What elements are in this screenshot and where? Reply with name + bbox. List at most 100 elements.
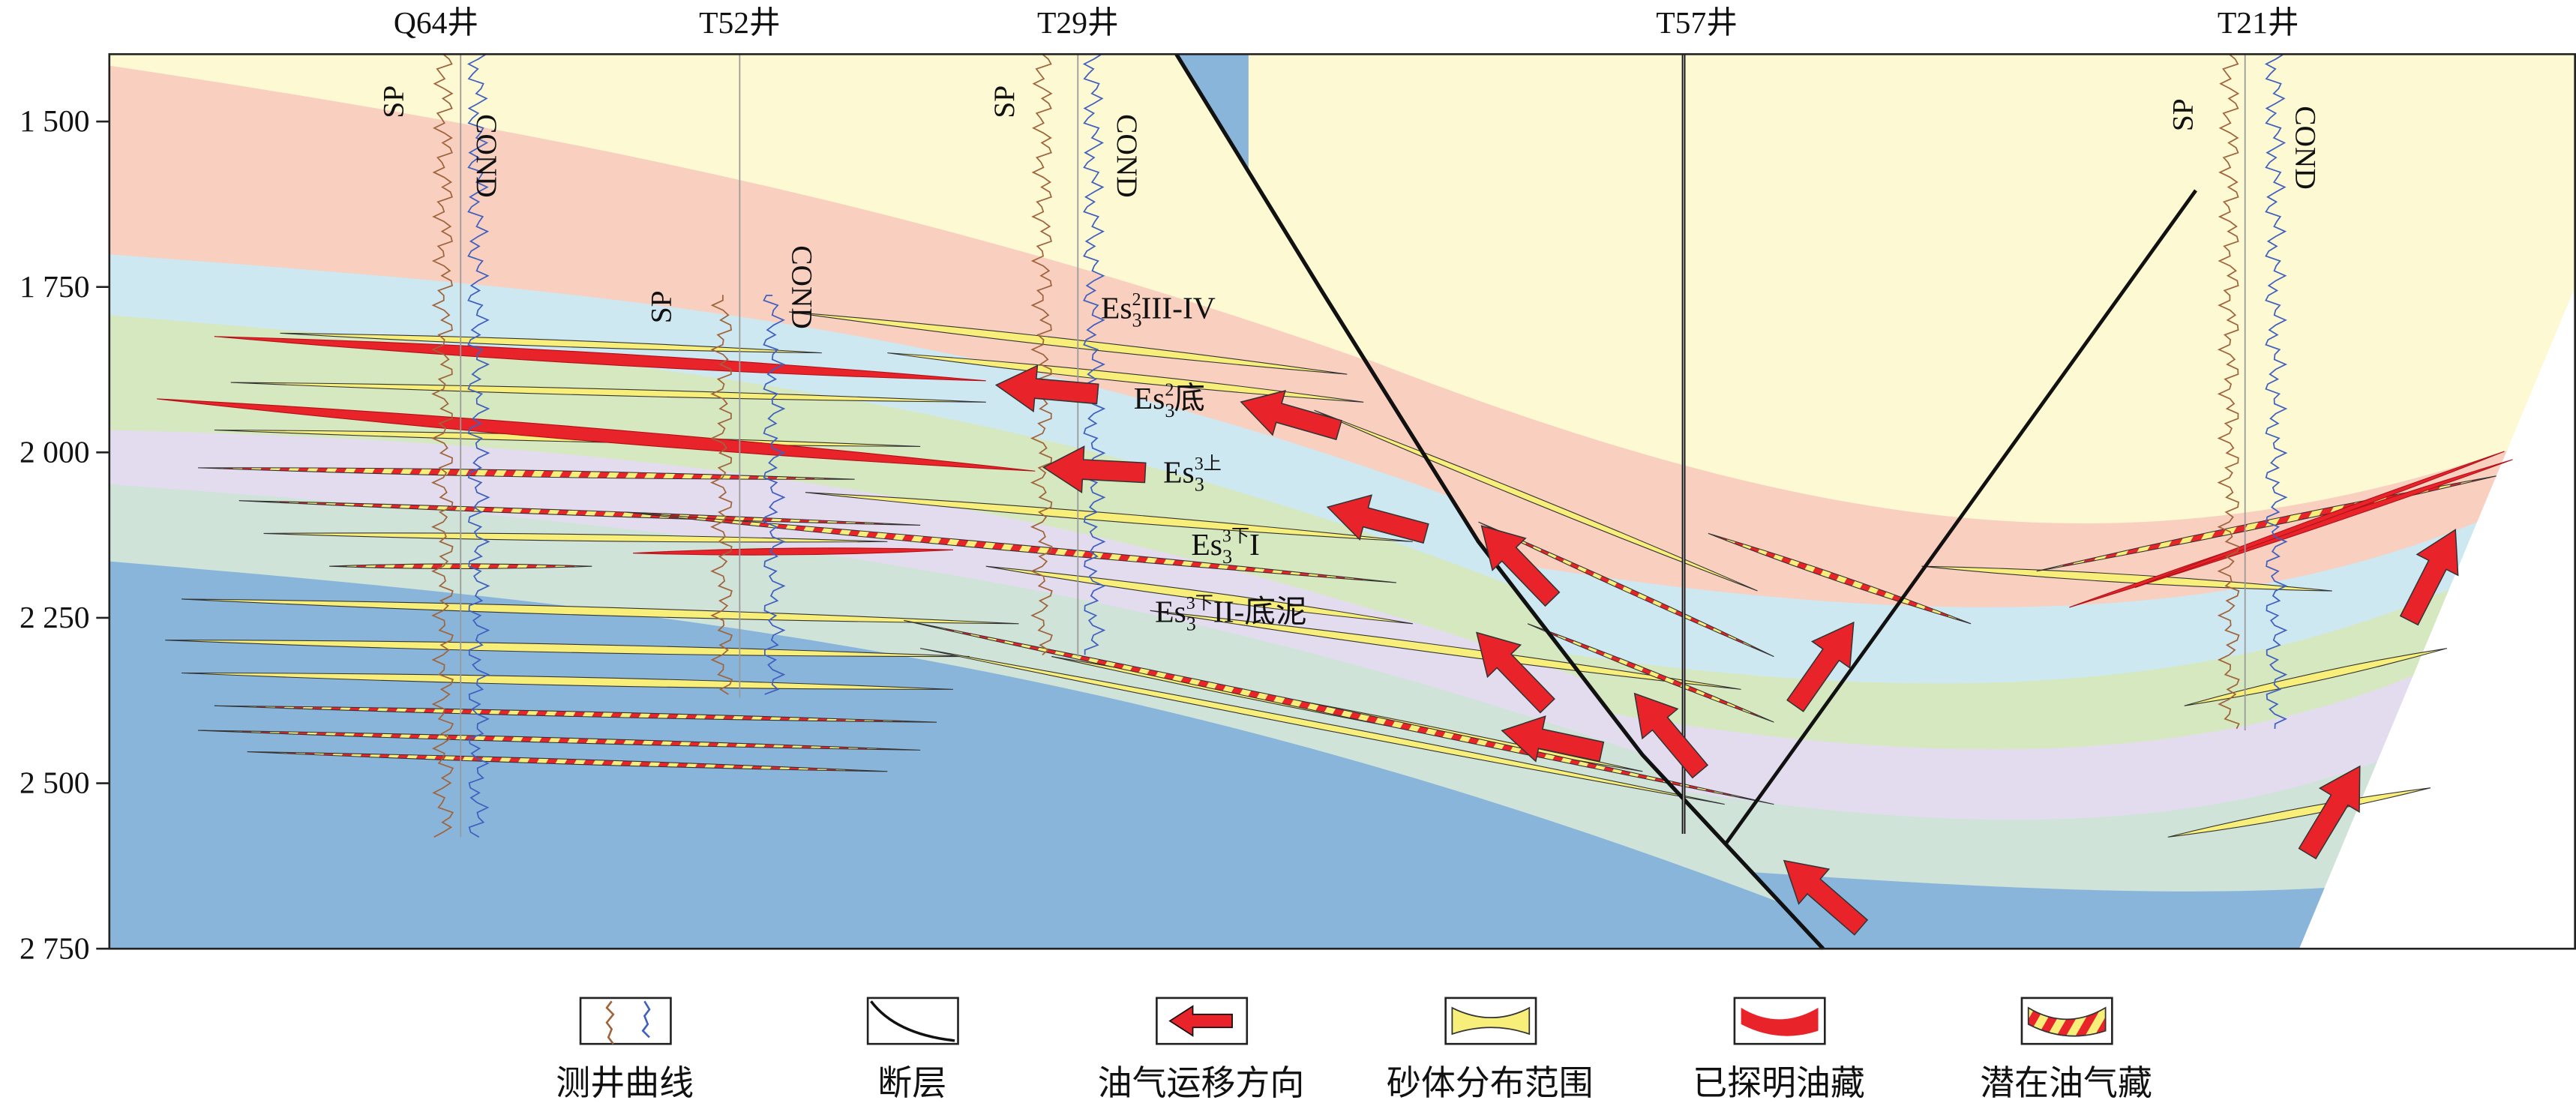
- y-tick-label: 1 750: [19, 269, 90, 304]
- migration-arrow: [1783, 859, 1869, 936]
- potential-reservoir: [2036, 475, 2497, 572]
- potential-reservoir: [214, 705, 937, 723]
- sand-body: [920, 648, 1725, 805]
- layer: [109, 0, 1823, 54]
- layer-name: Es: [1101, 291, 1132, 325]
- legend-label: 油气运移方向: [1098, 1064, 1305, 1102]
- migration-arrow: [1786, 621, 1855, 712]
- well-log: [2264, 53, 2288, 729]
- potential-reservoir: [238, 500, 921, 526]
- well-name: T29井: [1037, 5, 1119, 40]
- layer-sup: 3上: [1195, 454, 1222, 474]
- y-tick-label: 2 000: [19, 434, 90, 469]
- frame: [108, 52, 2576, 950]
- sand-body: [181, 672, 953, 690]
- layer-label: Es33上: [1163, 454, 1222, 495]
- well-log: [1030, 53, 1053, 656]
- fault: [1174, 52, 1825, 951]
- well-log: [466, 53, 490, 838]
- layer-suffix: I: [1249, 527, 1260, 562]
- layer-sup: 2: [1165, 381, 1174, 400]
- oil-reservoir: [157, 398, 1036, 472]
- y-tick-label: 2 750: [19, 931, 90, 965]
- layer-sup: 2: [1132, 290, 1141, 310]
- well-name: T52井: [699, 5, 781, 40]
- sand-body: [181, 598, 1019, 625]
- layer-label: Es33下I: [1191, 526, 1260, 567]
- layer-suffix: II-底泥: [1213, 595, 1307, 629]
- sand-body: [788, 311, 1348, 375]
- legend-label: 潜在油气藏: [1980, 1064, 2152, 1102]
- sand-body: [280, 332, 822, 354]
- log-label: COND: [470, 114, 503, 198]
- oil-reservoir: [633, 547, 953, 556]
- layer-label: Es32底: [1134, 381, 1205, 421]
- legend-label: 已探明油藏: [1693, 1064, 1865, 1102]
- oil-reservoir: [214, 336, 986, 382]
- log-label: COND: [2290, 106, 2323, 190]
- migration-arrow: [994, 364, 1099, 413]
- potential-reservoir: [197, 730, 921, 751]
- migration-arrow: [1633, 692, 1709, 779]
- layer-sub: 3: [1222, 546, 1232, 568]
- oil-reservoir: [2134, 451, 2505, 589]
- legend-icons: [579, 997, 2113, 1045]
- layer-sup: 3下: [1186, 594, 1213, 613]
- potential-reservoir: [247, 751, 888, 772]
- log-label: COND: [1111, 114, 1144, 198]
- potential-reservoir: [1478, 521, 1774, 658]
- migration-arrow: [1476, 631, 1555, 714]
- potential-reservoir: [904, 619, 1774, 805]
- strata: [109, 0, 2575, 951]
- migration-arrow: [1042, 445, 1147, 494]
- layer-name: Es: [1163, 455, 1195, 490]
- layer-sub: 3: [1186, 613, 1196, 635]
- sand-body: [1921, 565, 2332, 592]
- layer-suffix: III-IV: [1141, 291, 1216, 325]
- legend-label: 断层: [877, 1064, 946, 1102]
- layer-label: Es33下II-底泥: [1155, 594, 1306, 634]
- sand-body: [1150, 610, 1741, 690]
- well-log: [763, 295, 786, 695]
- layer-sub: 3: [1132, 310, 1142, 331]
- migration-arrow: [2298, 765, 2361, 860]
- layer-suffix: 底: [1174, 381, 1205, 415]
- sand-body: [263, 532, 888, 543]
- layer-name: Es: [1134, 381, 1165, 415]
- migration-arrow: [1240, 390, 1342, 441]
- migration-arrow: [1501, 715, 1605, 763]
- well-log: [430, 53, 454, 838]
- log-label: SP: [988, 85, 1021, 118]
- fault: [1723, 189, 2197, 847]
- legend-label: 砂体分布范围: [1387, 1064, 1594, 1102]
- layer-name: Es: [1191, 527, 1222, 562]
- legend-label: 测井曲线: [556, 1064, 694, 1102]
- layer-label: Es32III-IV: [1101, 290, 1216, 331]
- y-tick-label: 2 250: [19, 600, 90, 634]
- log-label: SP: [2167, 98, 2200, 131]
- sand-body: [887, 352, 1364, 403]
- sand-body: [165, 640, 970, 658]
- sand-body: [2167, 787, 2431, 838]
- well-name: T57井: [1656, 5, 1738, 40]
- white-area: [2299, 287, 2575, 949]
- log-label: SP: [644, 290, 677, 323]
- potential-reservoir: [197, 467, 855, 480]
- migration-arrow: [1480, 525, 1561, 607]
- right-block: [1176, 54, 2575, 949]
- well-log: [710, 295, 733, 695]
- potential-reservoir: [1708, 532, 1972, 625]
- log-label: SP: [377, 85, 410, 118]
- well-name: Q64井: [394, 5, 478, 40]
- well-log: [2217, 53, 2240, 730]
- well-log: [1082, 53, 1106, 655]
- log-label: COND: [785, 245, 818, 329]
- layer-name: Es: [1155, 595, 1186, 629]
- migration-arrow: [2399, 529, 2459, 626]
- layer-sub: 3: [1165, 400, 1174, 421]
- well-name: T21井: [2218, 5, 2299, 40]
- potential-reservoir: [625, 511, 1397, 583]
- layer-sub: 3: [1195, 474, 1204, 496]
